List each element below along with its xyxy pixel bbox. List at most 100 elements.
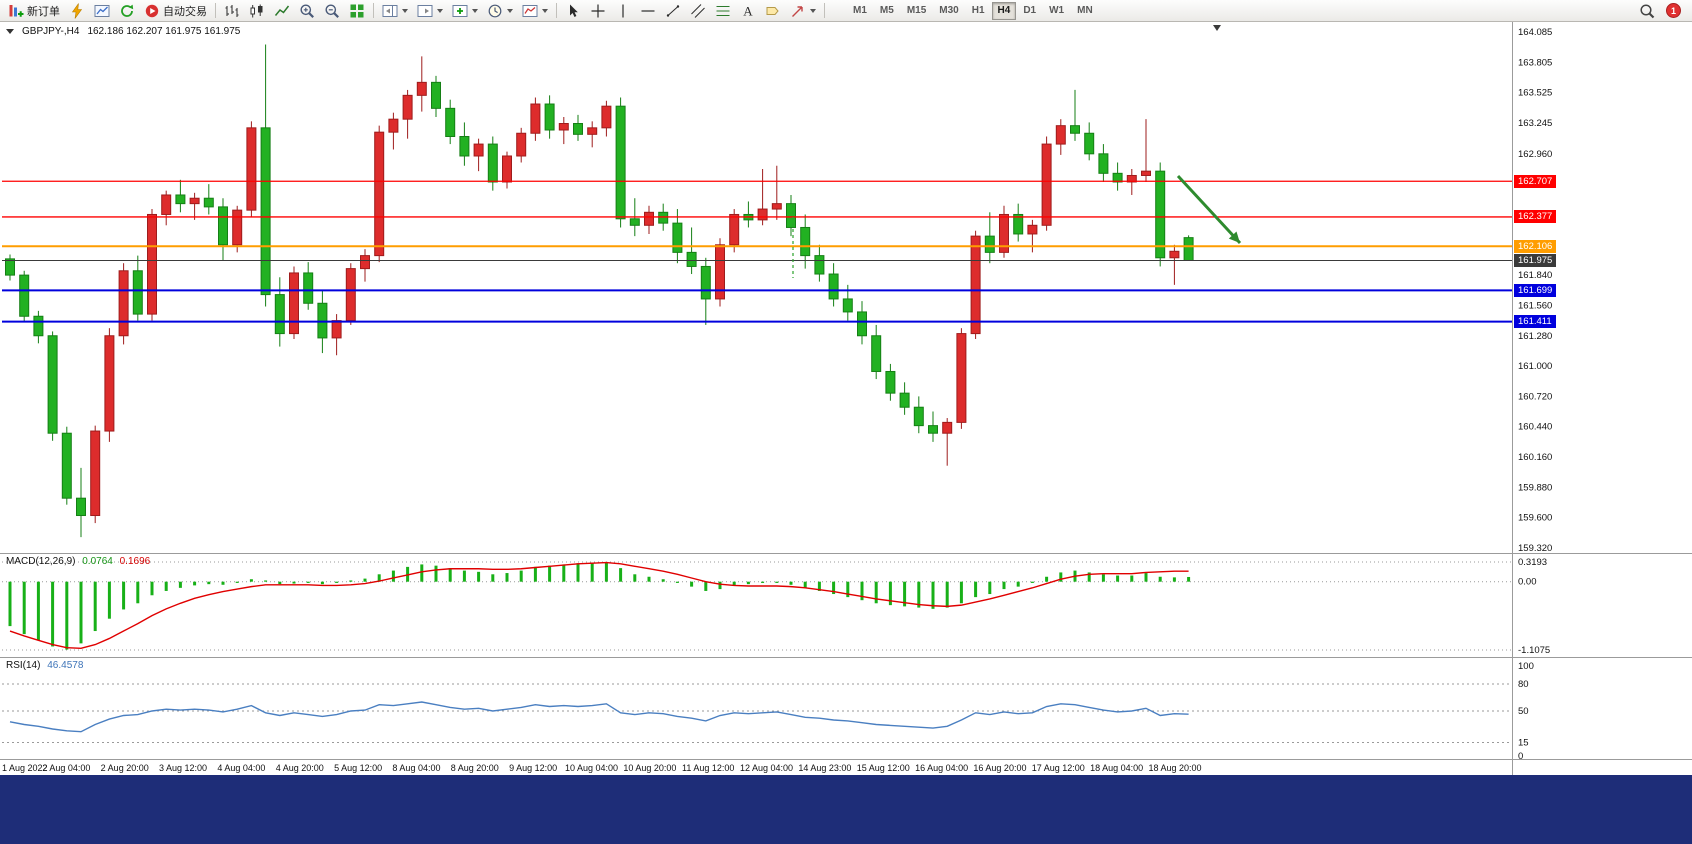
new-order-button[interactable]: 新订单	[4, 1, 64, 21]
chevron-down-icon	[507, 8, 513, 13]
macd-histogram-bar	[803, 581, 807, 588]
candle-body	[587, 127, 598, 135]
rsi-axis-label: 15	[1518, 738, 1529, 749]
macd-value: 0.0764	[82, 556, 113, 567]
bar-chart-button[interactable]	[220, 1, 244, 21]
macd-histogram-bar	[36, 581, 40, 641]
panel-divider[interactable]	[0, 553, 1692, 554]
new-order-icon	[9, 4, 24, 17]
macd-histogram-bar	[1059, 572, 1063, 582]
label-button[interactable]	[761, 1, 785, 21]
collapse-icon[interactable]	[6, 29, 14, 34]
macd-histogram-bar	[917, 581, 921, 608]
candlestick-chart-button[interactable]	[245, 1, 269, 21]
vertical-line-button[interactable]	[611, 1, 635, 21]
chart-window-button[interactable]	[90, 1, 114, 21]
template-button[interactable]	[518, 1, 552, 21]
macd-histogram-bar	[221, 581, 225, 585]
time-axis-label: 4 Aug 20:00	[276, 763, 324, 773]
macd-histogram-bar	[761, 581, 765, 583]
time-axis-label: 12 Aug 04:00	[740, 763, 793, 773]
cascade-windows-button[interactable]	[413, 1, 447, 21]
macd-histogram-bar	[278, 581, 282, 585]
timeframe-mn[interactable]: MN	[1071, 2, 1099, 20]
timeframe-m1[interactable]: M1	[847, 2, 873, 20]
price-axis-label: 159.320	[1518, 543, 1552, 554]
cursor-icon	[570, 4, 578, 17]
time-axis-label: 3 Aug 12:00	[159, 763, 207, 773]
text-button[interactable]: A	[736, 1, 760, 21]
macd-histogram-bar	[193, 581, 197, 586]
line-chart-button[interactable]	[270, 1, 294, 21]
candle-body	[658, 211, 669, 224]
trend-arrow-annotation[interactable]	[1176, 174, 1242, 245]
timeframe-m5[interactable]: M5	[874, 2, 900, 20]
notification-badge[interactable]: 1	[1666, 3, 1681, 18]
shapes-button[interactable]	[786, 1, 820, 21]
macd-histogram-bar	[1101, 574, 1105, 582]
macd-histogram-bar	[335, 581, 339, 583]
time-axis-label: 18 Aug 20:00	[1148, 763, 1201, 773]
timeframe-h1[interactable]: H1	[966, 2, 991, 20]
timeframe-d1[interactable]: D1	[1017, 2, 1042, 20]
macd-histogram-bar	[434, 565, 438, 582]
trend-arrow-head[interactable]	[1228, 231, 1240, 243]
zoom-out-button[interactable]	[320, 1, 344, 21]
candle-body	[530, 103, 541, 134]
candle-body	[331, 320, 342, 339]
arrange-windows-button[interactable]	[378, 1, 412, 21]
candle-body	[615, 105, 626, 220]
channel-button[interactable]	[686, 1, 710, 21]
macd-histogram-bar	[832, 581, 836, 595]
macd-histogram-bar	[1187, 576, 1191, 582]
price-tag: 161.975	[1514, 253, 1557, 267]
candle-body	[402, 94, 413, 120]
fibonacci-button[interactable]	[711, 1, 735, 21]
timeframe-m15[interactable]: M15	[901, 2, 932, 20]
period-button[interactable]	[483, 1, 517, 21]
panel-divider[interactable]	[0, 657, 1692, 658]
arrange-windows-icon	[382, 4, 398, 17]
timeframe-w1[interactable]: W1	[1043, 2, 1070, 20]
quick-trade-button[interactable]	[65, 1, 89, 21]
macd-histogram-bar	[51, 581, 55, 647]
macd-histogram-bar	[988, 581, 992, 595]
macd-histogram-bar	[732, 581, 736, 586]
macd-histogram-bar	[22, 581, 26, 635]
macd-label: MACD(12,26,9)	[6, 556, 76, 567]
add-indicator-button[interactable]	[448, 1, 482, 21]
macd-histogram-bar	[562, 564, 566, 582]
candle-body	[757, 208, 768, 221]
tile-windows-button[interactable]	[345, 1, 369, 21]
timeframe-m30[interactable]: M30	[933, 2, 964, 20]
candle-body	[1112, 172, 1123, 183]
horizontal-line-button[interactable]	[636, 1, 660, 21]
price-axis-label: 161.000	[1518, 361, 1552, 372]
candle-body	[800, 226, 811, 257]
macd-histogram-bar	[122, 581, 126, 610]
time-axis-label: 1 Aug 2022	[2, 763, 48, 773]
time-axis-label: 2 Aug 04:00	[42, 763, 90, 773]
macd-histogram-bar	[1002, 581, 1006, 590]
candle-body	[61, 432, 72, 499]
candle-body	[47, 335, 58, 434]
candle-body	[416, 81, 427, 96]
refresh-button[interactable]	[115, 1, 139, 21]
zoom-in-button[interactable]	[295, 1, 319, 21]
timeframe-h4[interactable]: H4	[991, 1, 1017, 20]
search-button[interactable]	[1635, 1, 1659, 21]
time-axis-label: 16 Aug 20:00	[973, 763, 1026, 773]
macd-indicator-header: MACD(12,26,9) 0.0764 0.1696	[6, 556, 154, 567]
macd-histogram-bar	[1116, 575, 1120, 582]
panel-divider	[0, 759, 1692, 760]
cursor-button[interactable]	[561, 1, 585, 21]
macd-histogram-bar	[846, 581, 850, 598]
auto-trading-button[interactable]: 自动交易	[140, 1, 211, 21]
chevron-down-icon	[810, 8, 816, 13]
crosshair-button[interactable]	[586, 1, 610, 21]
macd-axis-label: 0.00	[1518, 577, 1537, 588]
chart-shift-marker[interactable]	[1213, 25, 1221, 31]
macd-histogram-bar	[931, 581, 935, 609]
trendline-button[interactable]	[661, 1, 685, 21]
